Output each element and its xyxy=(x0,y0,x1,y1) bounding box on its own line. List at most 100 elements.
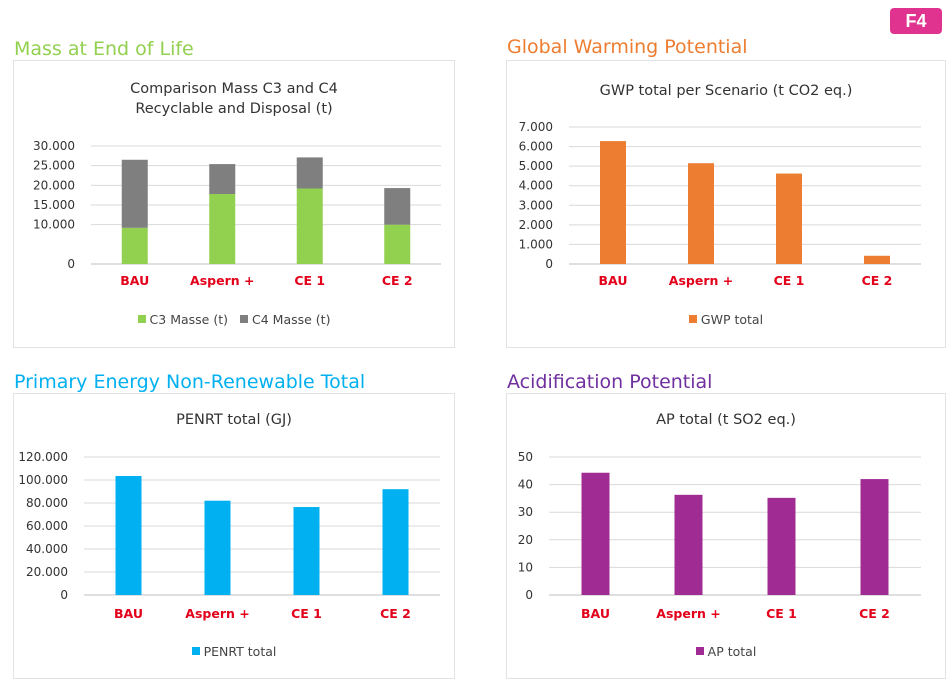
bar xyxy=(776,173,802,264)
bar xyxy=(864,255,890,264)
chart-panel-ap: AP total (t SO2 eq.) 0 10 20 30 40 50 BAU Asper… xyxy=(506,393,946,679)
y-tick-label: 0 xyxy=(60,588,68,602)
x-category-label: CE 1 xyxy=(294,273,325,288)
bar xyxy=(121,159,148,228)
x-category-label: CE 2 xyxy=(382,273,413,288)
y-tick-label: 7.000 xyxy=(519,120,553,134)
bar xyxy=(688,163,714,264)
bar xyxy=(581,472,610,595)
bar xyxy=(384,188,411,225)
x-category-label: BAU xyxy=(114,606,143,621)
y-tick-label: 5.000 xyxy=(519,159,553,173)
chart-legend: GWP total xyxy=(507,311,945,327)
legend-item: AP total xyxy=(695,643,757,659)
x-category-label: Aspern + xyxy=(185,606,249,621)
chart-title-line-1: GWP total per Scenario (t CO2 eq.) xyxy=(599,83,853,99)
legend-label: C4 Masse (t) xyxy=(252,311,331,327)
legend-item: C3 Masse (t) xyxy=(137,312,228,327)
y-tick-label: 10.000 xyxy=(33,218,75,232)
bar xyxy=(121,227,148,264)
y-tick-label: 30 xyxy=(518,505,533,519)
chart-panel-mass: Comparison Mass C3 and C4 Recyclable and… xyxy=(13,60,455,348)
legend-swatch xyxy=(137,315,146,323)
y-tick-label: 80.000 xyxy=(26,496,68,510)
chart-panel-penrt: PENRT total (GJ) 0 20.000 40.000 60.000 80.0… xyxy=(13,393,455,679)
bar xyxy=(209,164,236,194)
legend-label: GWP total xyxy=(700,311,764,327)
y-tick-label: 0 xyxy=(545,257,553,271)
y-tick-label: 20 xyxy=(518,533,533,547)
chart-title-line-1: PENRT total (GJ) xyxy=(176,412,292,428)
y-tick-label: 50 xyxy=(518,450,533,464)
y-tick-label: 15.000 xyxy=(33,198,75,212)
y-tick-label: 2.000 xyxy=(519,218,553,232)
chart-plot-penrt: 0 20.000 40.000 60.000 80.000 100.000 120.000 B… xyxy=(18,450,440,621)
bar xyxy=(204,500,231,595)
legend-item: C4 Masse (t) xyxy=(240,312,330,327)
x-category-label: BAU xyxy=(599,273,628,288)
chart-title-line-2: Recyclable and Disposal (t) xyxy=(135,101,333,117)
y-tick-label: 40.000 xyxy=(26,542,68,556)
x-category-label: CE 2 xyxy=(859,606,890,621)
y-tick-label: 10 xyxy=(518,560,533,574)
bar xyxy=(296,157,323,189)
x-category-label: Aspern + xyxy=(656,606,720,621)
x-category-label: BAU xyxy=(120,273,149,288)
bar xyxy=(382,489,409,595)
chart-plot-ap: 0 10 20 30 40 50 BAU Aspern + CE 1 CE 2 xyxy=(518,450,921,621)
y-tick-label: 0 xyxy=(67,257,75,271)
bar xyxy=(600,141,626,264)
chart-plot-gwp: 0 1.000 2.000 3.000 4.000 5.000 6.000 7.000 BAU A… xyxy=(519,120,921,288)
x-category-label: CE 1 xyxy=(291,606,322,621)
section-heading-gwp: Global Warming Potential xyxy=(507,36,748,58)
chart-legend: C3 Masse (t) C4 Masse (t) xyxy=(14,311,454,327)
bar xyxy=(209,193,236,264)
x-category-label: Aspern + xyxy=(669,273,733,288)
bar xyxy=(767,497,796,595)
section-heading-mass: Mass at End of Life xyxy=(14,38,194,60)
legend-label: PENRT total xyxy=(203,643,277,659)
legend-item: GWP total xyxy=(688,311,764,327)
y-tick-label: 100.000 xyxy=(18,473,68,487)
y-tick-label: 40 xyxy=(518,478,533,492)
legend-swatch xyxy=(191,647,200,655)
y-tick-label: 4.000 xyxy=(519,179,553,193)
legend-swatch xyxy=(688,315,697,323)
bar xyxy=(860,479,889,595)
chart-plot-mass: 0 10.000 15.000 20.000 25.000 30.000 BAU Aspern… xyxy=(33,139,441,288)
legend-swatch xyxy=(240,315,248,323)
y-tick-label: 0 xyxy=(525,588,533,602)
y-tick-label: 3.000 xyxy=(519,198,553,212)
chart-panel-gwp: GWP total per Scenario (t CO2 eq.) 0 1.00… xyxy=(506,60,946,348)
section-heading-penrt: Primary Energy Non-Renewable Total xyxy=(14,371,366,393)
y-tick-label: 20.000 xyxy=(26,565,68,579)
bar xyxy=(293,507,320,595)
bar xyxy=(296,188,323,264)
x-category-label: CE 1 xyxy=(766,606,797,621)
x-category-label: CE 1 xyxy=(774,273,805,288)
chart-title: Comparison Mass C3 and C4 Recyclable and… xyxy=(14,79,454,119)
bar xyxy=(115,475,142,595)
legend-swatch xyxy=(695,647,704,655)
x-category-label: Aspern + xyxy=(190,273,254,288)
figure-badge: F4 xyxy=(890,8,942,34)
y-tick-label: 60.000 xyxy=(26,519,68,533)
legend-label: AP total xyxy=(707,643,757,659)
bar xyxy=(674,494,703,595)
chart-title: PENRT total (GJ) xyxy=(14,410,454,430)
chart-title: GWP total per Scenario (t CO2 eq.) xyxy=(507,81,945,101)
y-tick-label: 6.000 xyxy=(519,140,553,154)
chart-legend: AP total xyxy=(507,643,945,659)
bar xyxy=(384,224,411,264)
section-heading-ap: Acidification Potential xyxy=(507,371,713,393)
x-category-label: CE 2 xyxy=(862,273,893,288)
x-category-label: CE 2 xyxy=(380,606,411,621)
y-tick-label: 25.000 xyxy=(33,159,75,173)
chart-title: AP total (t SO2 eq.) xyxy=(507,410,945,430)
y-tick-label: 1.000 xyxy=(519,237,553,251)
chart-title-line-1: AP total (t SO2 eq.) xyxy=(656,412,796,428)
chart-legend: PENRT total xyxy=(14,643,454,659)
y-tick-label: 20.000 xyxy=(33,178,75,192)
y-tick-label: 30.000 xyxy=(33,139,75,153)
legend-item: PENRT total xyxy=(191,643,277,659)
